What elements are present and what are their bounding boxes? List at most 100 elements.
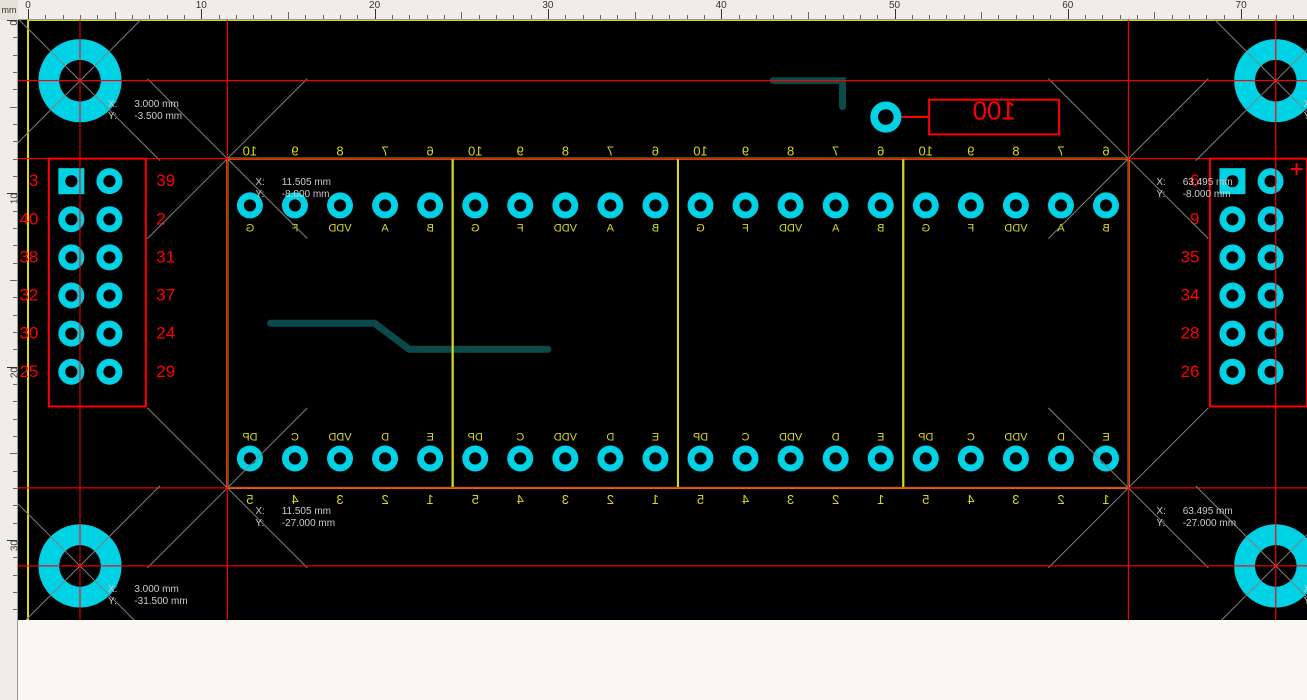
display-pin-number: 10 bbox=[693, 144, 707, 159]
display-pin-number: 5 bbox=[922, 492, 929, 507]
connector-pin-label: 31 bbox=[156, 247, 175, 266]
display-pin-number: 3 bbox=[1012, 492, 1019, 507]
display-signal-label: E bbox=[426, 431, 433, 443]
display-pin-number: 5 bbox=[472, 492, 479, 507]
display-pin-number: 2 bbox=[381, 492, 388, 507]
display-signal-label: E bbox=[1102, 431, 1109, 443]
display-pin-number: 10 bbox=[243, 144, 257, 159]
crosshair-coord-label: X: 3.000 mm Y: -31.500 mm bbox=[108, 584, 188, 608]
connector-pin-label: 39 bbox=[156, 171, 175, 190]
crosshair-coord-label: X: 11.505 mm Y: -27.000 mm bbox=[255, 506, 335, 530]
pcb-canvas[interactable]: 1003394023831323730242529619413536343328… bbox=[18, 20, 1307, 620]
display-signal-label: C bbox=[291, 431, 299, 443]
display-signal-label: D bbox=[606, 431, 614, 443]
display-pin-number: 3 bbox=[562, 492, 569, 507]
display-signal-label: B bbox=[877, 222, 884, 234]
display-pin-number: 8 bbox=[787, 144, 794, 159]
connector-pin-label: 38 bbox=[19, 247, 38, 266]
connector-pin-label: 29 bbox=[156, 362, 175, 381]
display-pin-number: 4 bbox=[967, 492, 974, 507]
display-signal-label: DP bbox=[693, 431, 708, 443]
display-pin-number: 9 bbox=[742, 144, 749, 159]
display-signal-label: B bbox=[652, 222, 659, 234]
display-signal-label: VDD bbox=[328, 222, 351, 234]
display-signal-label: G bbox=[696, 222, 705, 234]
ruler-h-label: 0 bbox=[25, 0, 31, 11]
display-pin-number: 4 bbox=[517, 492, 524, 507]
display-pin-number: 2 bbox=[832, 492, 839, 507]
display-pin-number: 6 bbox=[1102, 144, 1109, 159]
display-pin-number: 10 bbox=[919, 144, 933, 159]
display-pin-number: 3 bbox=[787, 492, 794, 507]
display-signal-label: VDD bbox=[554, 222, 577, 234]
display-signal-label: D bbox=[381, 431, 389, 443]
display-pin-number: 6 bbox=[652, 144, 659, 159]
display-pin-number: 6 bbox=[427, 144, 434, 159]
crosshair-coord-label: X: 63.495 mm Y: -8.000 mm bbox=[1156, 177, 1232, 201]
display-signal-label: F bbox=[517, 222, 524, 234]
display-pin-number: 2 bbox=[607, 492, 614, 507]
display-signal-label: VDD bbox=[328, 431, 351, 443]
display-signal-label: VDD bbox=[779, 222, 802, 234]
display-pin-number: 4 bbox=[291, 492, 298, 507]
display-signal-label: B bbox=[426, 222, 433, 234]
display-signal-label: D bbox=[832, 431, 840, 443]
display-signal-label: D bbox=[1057, 431, 1065, 443]
display-signal-label: G bbox=[246, 222, 255, 234]
crosshair-coord-label: X: 63.495 mm Y: -27.000 mm bbox=[1156, 506, 1236, 530]
display-pin-number: 2 bbox=[1057, 492, 1064, 507]
display-signal-label: VDD bbox=[1004, 431, 1027, 443]
display-signal-label: C bbox=[742, 431, 750, 443]
display-pin-number: 8 bbox=[336, 144, 343, 159]
display-pin-number: 1 bbox=[427, 492, 434, 507]
display-pin-number: 9 bbox=[291, 144, 298, 159]
pcb-editor-viewport: mm 010203040506070 0102030 1003394023831… bbox=[0, 0, 1307, 700]
display-pin-number: 10 bbox=[468, 144, 482, 159]
display-pin-number: 3 bbox=[336, 492, 343, 507]
display-signal-label: A bbox=[381, 222, 389, 234]
connector-pin-label: 24 bbox=[156, 324, 175, 343]
display-signal-label: A bbox=[606, 222, 614, 234]
display-signal-label: B bbox=[1102, 222, 1109, 234]
ruler-horizontal[interactable]: 010203040506070 bbox=[18, 0, 1307, 20]
display-signal-label: C bbox=[516, 431, 524, 443]
connector-pin-label: 32 bbox=[19, 286, 38, 305]
display-pin-number: 8 bbox=[1012, 144, 1019, 159]
display-signal-label: F bbox=[742, 222, 749, 234]
resistor-value: 100 bbox=[972, 96, 1015, 126]
display-signal-label: G bbox=[471, 222, 480, 234]
display-pin-number: 8 bbox=[562, 144, 569, 159]
display-signal-label: DP bbox=[918, 431, 933, 443]
display-signal-label: VDD bbox=[554, 431, 577, 443]
display-pin-number: 9 bbox=[517, 144, 524, 159]
display-pin-number: 5 bbox=[697, 492, 704, 507]
ruler-vertical[interactable]: 0102030 bbox=[0, 20, 18, 700]
connector-pin-label: 26 bbox=[1181, 362, 1200, 381]
crosshair-coord-label: X: 11.505 mm Y: -8.000 mm bbox=[255, 177, 331, 201]
pcb-svg-layer: 1003394023831323730242529619413536343328… bbox=[18, 20, 1307, 620]
display-pin-number: 1 bbox=[1102, 492, 1109, 507]
ruler-h-label: 70 bbox=[1236, 0, 1247, 11]
board-outline bbox=[28, 20, 1307, 620]
display-pin-number: 7 bbox=[381, 144, 388, 159]
display-signal-label: VDD bbox=[1004, 222, 1027, 234]
display-pin-number: 7 bbox=[1057, 144, 1064, 159]
connector-pin-label: 3 bbox=[29, 171, 38, 190]
connector-pin-label: 35 bbox=[1181, 247, 1200, 266]
display-pin-number: 1 bbox=[877, 492, 884, 507]
ruler-h-label: 60 bbox=[1062, 0, 1073, 11]
copper-trace bbox=[773, 81, 842, 107]
display-pin-number: 4 bbox=[742, 492, 749, 507]
display-pin-number: 7 bbox=[832, 144, 839, 159]
display-signal-label: A bbox=[831, 222, 839, 234]
display-pin-number: 7 bbox=[607, 144, 614, 159]
ruler-h-label: 40 bbox=[716, 0, 727, 11]
display-pin-number: 1 bbox=[652, 492, 659, 507]
ruler-h-label: 30 bbox=[542, 0, 553, 11]
connector-pin-label: 40 bbox=[19, 209, 38, 228]
display-signal-label: G bbox=[921, 222, 930, 234]
connector-pin-label: 28 bbox=[1181, 324, 1200, 343]
display-signal-label: E bbox=[652, 431, 659, 443]
connector-pin-label: 37 bbox=[156, 286, 175, 305]
display-pin-number: 6 bbox=[877, 144, 884, 159]
